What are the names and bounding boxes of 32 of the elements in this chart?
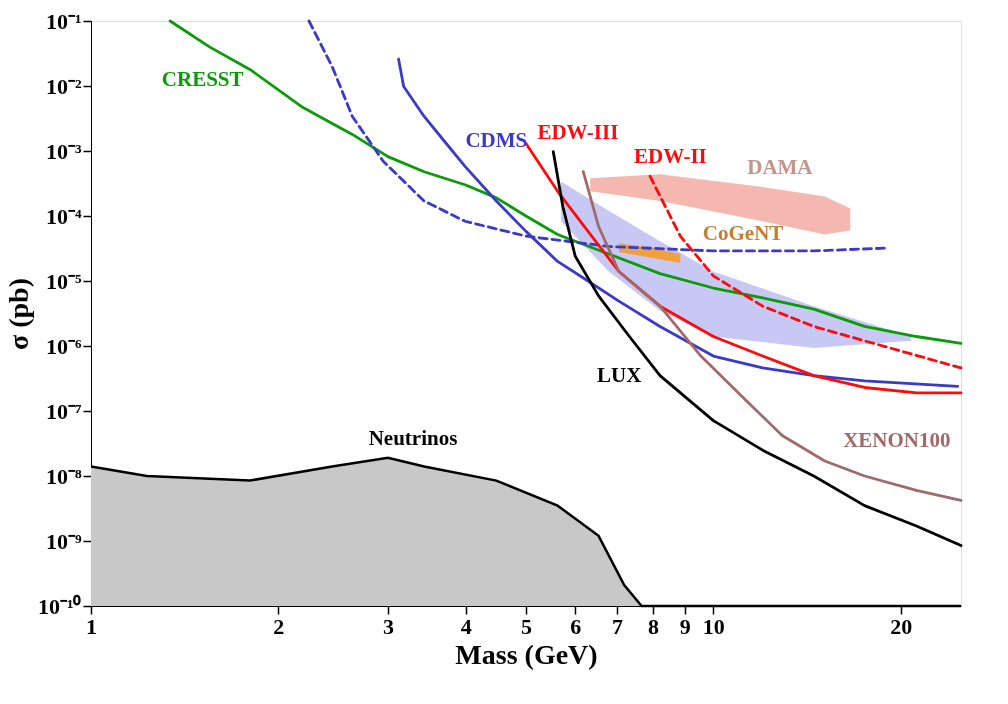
y-tick-label: 10⁻¹⁰ <box>37 593 82 619</box>
y-tick-label: 10⁻⁹ <box>45 528 82 554</box>
x-tick-label: 5 <box>521 613 532 639</box>
x-tick-label: 2 <box>273 613 285 639</box>
annotation: Neutrinos <box>368 425 458 450</box>
x-tick-label: 20 <box>890 613 913 639</box>
annotation: EDW-II <box>633 144 707 169</box>
y-tick-label: 10⁻² <box>45 73 82 99</box>
y-tick-label: 10⁻⁷ <box>45 398 82 424</box>
y-tick-label: 10⁻⁸ <box>45 463 82 489</box>
y-tick-label: 10⁻⁴ <box>45 203 82 229</box>
annotation: CDMS <box>465 128 528 153</box>
x-tick-label: 4 <box>460 613 472 639</box>
annotation: DAMA <box>747 154 814 179</box>
annotation: EDW-III <box>537 119 619 144</box>
y-tick-label: 10⁻⁶ <box>45 333 82 359</box>
x-axis-title: Mass (GeV) <box>455 638 598 670</box>
y-tick-label: 10⁻³ <box>45 138 82 164</box>
annotation: CRESST <box>161 67 244 92</box>
annotation: CoGeNT <box>702 221 784 246</box>
x-tick-label: 10 <box>702 613 725 639</box>
x-tick-label: 6 <box>570 613 582 639</box>
x-tick-label: 9 <box>679 613 691 639</box>
x-tick-label: 1 <box>86 613 97 639</box>
x-tick-label: 3 <box>382 613 394 639</box>
x-tick-label: 7 <box>611 613 623 639</box>
y-axis-title: σ (pb) <box>2 277 34 351</box>
y-tick-label: 10⁻⁵ <box>45 268 82 294</box>
x-tick-label: 8 <box>648 613 660 639</box>
y-tick-label: 10⁻¹ <box>45 8 82 34</box>
annotation: XENON100 <box>843 428 951 453</box>
annotation: LUX <box>597 362 642 387</box>
